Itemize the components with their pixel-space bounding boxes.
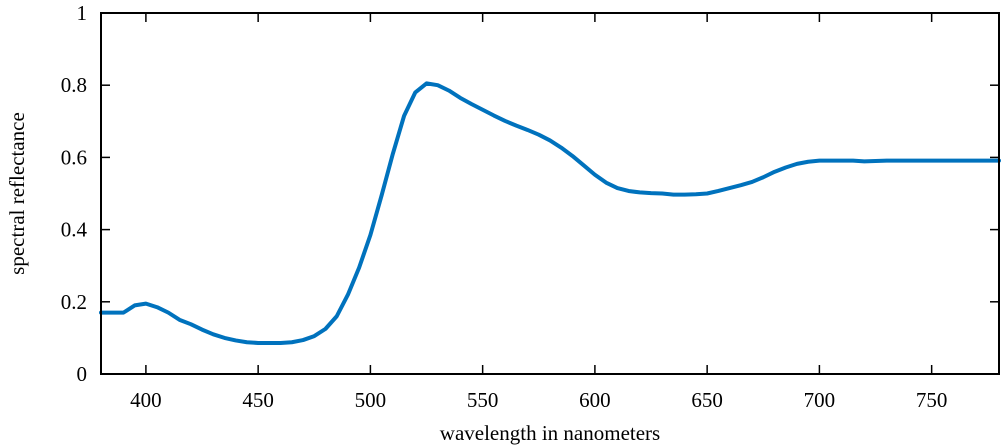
reflectance-curve <box>99 81 1001 345</box>
x-tick-label: 650 <box>691 388 723 412</box>
x-tick-label: 750 <box>916 388 948 412</box>
y-tick-label: 0.4 <box>61 218 88 242</box>
y-tick-label: 0.2 <box>61 290 87 314</box>
y-axis-title: spectral reflectance <box>5 112 29 275</box>
x-tick-label: 550 <box>467 388 499 412</box>
x-tick-labels: 400 450 500 550 600 650 700 750 <box>130 388 947 412</box>
y-tick-label: 0.6 <box>61 145 87 169</box>
x-tick-marks <box>145 13 933 374</box>
y-tick-label: 1 <box>77 1 88 25</box>
x-axis-title: wavelength in nanometers <box>440 421 660 445</box>
x-tick-label: 700 <box>804 388 836 412</box>
y-tick-labels: 0 0.2 0.4 0.6 0.8 1 <box>61 1 88 386</box>
y-tick-label: 0 <box>77 362 88 386</box>
x-tick-label: 400 <box>130 388 162 412</box>
plot-frame <box>100 12 1000 375</box>
x-tick-label: 600 <box>579 388 611 412</box>
x-tick-label: 500 <box>355 388 387 412</box>
y-tick-label: 0.8 <box>61 73 87 97</box>
y-tick-marks <box>101 12 999 375</box>
x-tick-label: 450 <box>242 388 274 412</box>
